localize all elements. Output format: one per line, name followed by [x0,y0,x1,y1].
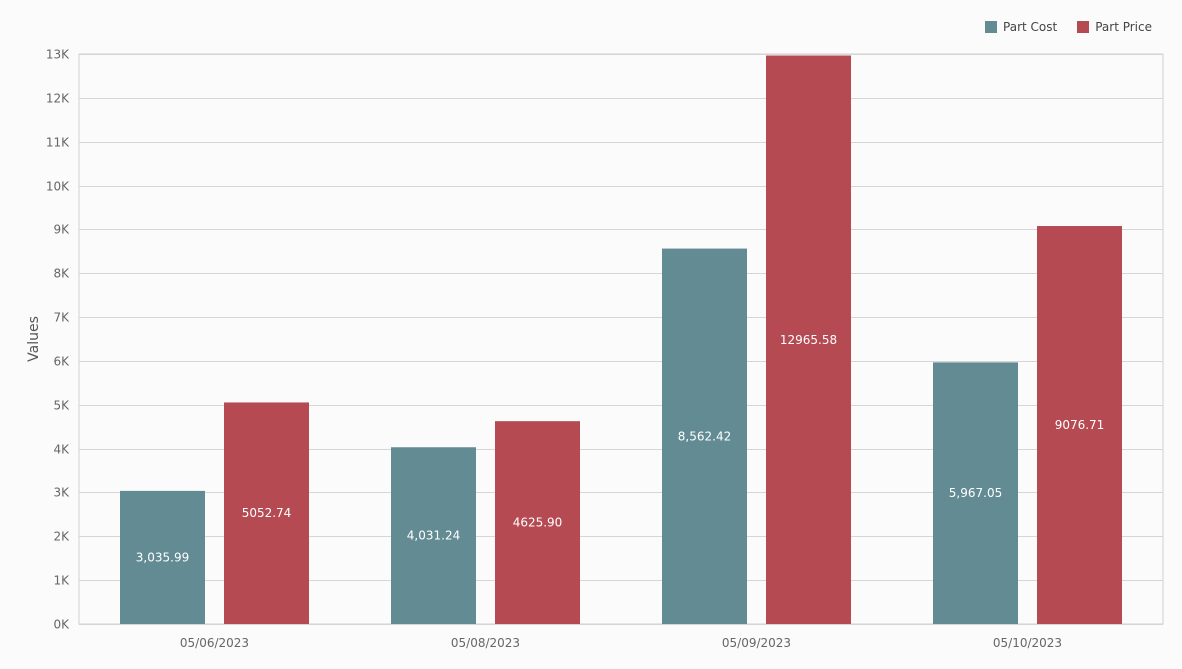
y-tick-label: 2K [53,530,70,544]
y-tick-label: 1K [53,574,70,588]
x-tick-label: 05/08/2023 [451,636,520,650]
legend-label-part-price: Part Price [1095,20,1152,34]
legend-item-part-price[interactable]: Part Price [1077,20,1152,34]
bar-part-cost[interactable] [933,362,1018,624]
y-tick-label: 6K [53,355,70,369]
y-tick-label: 12K [46,92,70,106]
legend-swatch-part-price [1077,21,1090,33]
y-axis-label: Values [26,316,42,362]
legend-label-part-cost: Part Cost [1003,20,1058,34]
y-tick-label: 5K [53,399,70,413]
data-label: 8,562.42 [678,429,731,443]
y-tick-label: 0K [53,618,70,632]
data-label: 5052.74 [242,506,292,520]
bar-part-price[interactable] [224,402,309,624]
bar-part-cost[interactable] [120,490,205,624]
legend-item-part-cost[interactable]: Part Cost [985,20,1057,34]
bar-part-price[interactable] [495,421,580,624]
data-label: 5,967.05 [949,486,1002,500]
y-tick-label: 8K [53,267,70,281]
y-tick-label: 9K [53,223,70,237]
x-tick-label: 05/09/2023 [722,636,791,650]
x-tick-label: 05/06/2023 [180,636,249,650]
y-tick-label: 10K [46,180,70,194]
x-tick-label: 05/10/2023 [993,636,1062,650]
bar-part-cost[interactable] [662,248,747,625]
bar-part-price[interactable] [1037,226,1122,624]
data-label: 9076.71 [1055,418,1105,432]
legend-swatch-part-cost [985,21,998,33]
y-tick-label: 13K [46,48,70,62]
y-tick-label: 7K [53,311,70,325]
data-label: 3,035.99 [136,550,189,564]
data-label: 4625.90 [513,516,563,530]
y-tick-label: 3K [53,486,70,500]
data-label: 4,031.24 [407,529,460,543]
legend: Part Cost Part Price [985,20,1152,34]
bar-part-cost[interactable] [391,447,476,624]
y-tick-label: 11K [46,136,70,150]
data-label: 12965.58 [780,333,837,347]
y-tick-label: 4K [53,443,70,457]
bar-part-price[interactable] [766,55,851,625]
